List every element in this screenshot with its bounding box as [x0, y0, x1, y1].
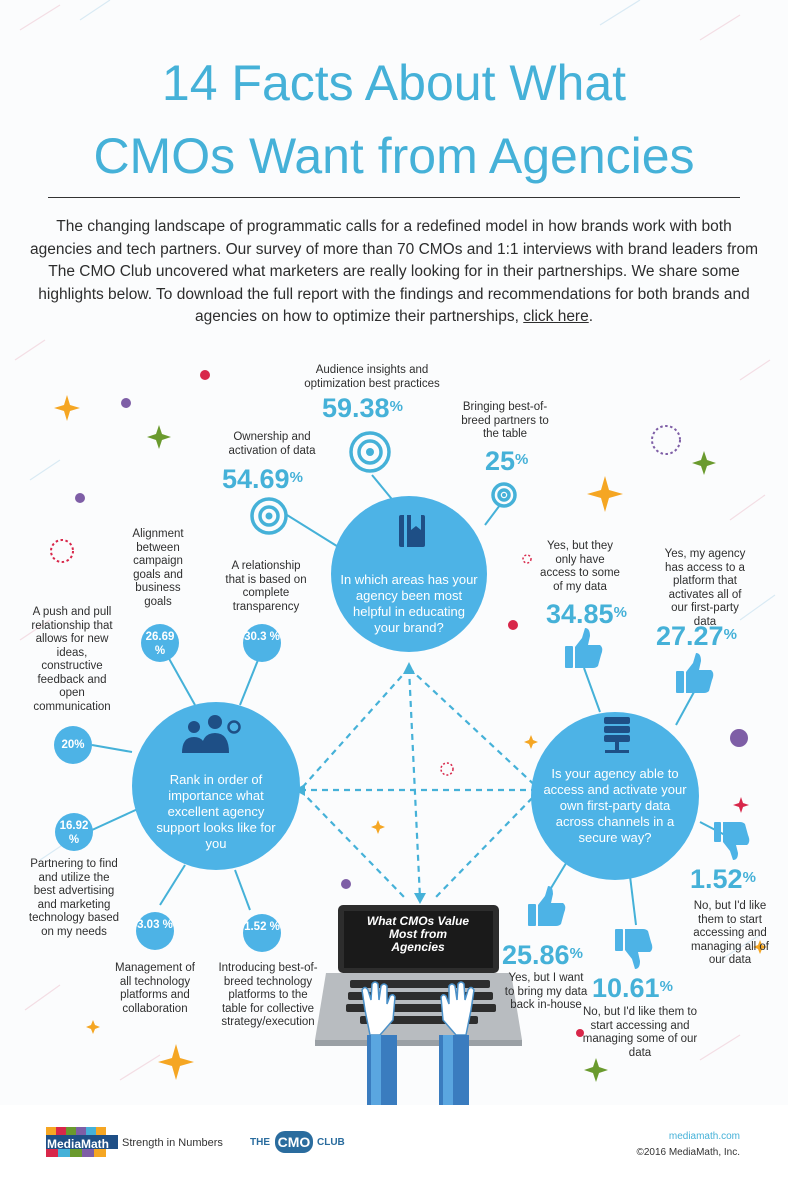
intro-paragraph: The changing landscape of programmatic c… [28, 216, 760, 329]
rank-label-transparency: A relationship that is based on complete… [225, 560, 307, 613]
rank-label-alignment: Alignment between campaign goals and bus… [132, 528, 184, 608]
intro-text: The changing landscape of programmatic c… [30, 218, 758, 325]
rank-value-alignment: 26.69 % [145, 631, 175, 657]
data-label-all: Yes, my agency has access to a platform … [664, 548, 746, 628]
education-label-partners: Bringing best-of-breed partners to the t… [461, 401, 549, 440]
rank-value-partnering: 16.92 % [59, 820, 89, 846]
rank-value-introducing: 1.52 % [244, 921, 280, 933]
data-value-some: 34.85% [546, 599, 627, 629]
rank-label-management: Management of all technology platforms a… [115, 962, 195, 1015]
education-question: In which areas has your agency been most… [340, 572, 478, 635]
data-label-no-all: No, but I'd like them to start accessing… [691, 900, 769, 966]
page-title-line2: CMOs Want from Agencies [93, 128, 695, 184]
data-label-in-house: Yes, but I want to bring my data back in… [504, 972, 588, 1011]
education-value-partners: 25% [485, 446, 529, 476]
data-value-all: 27.27% [656, 621, 737, 651]
cmo-club-name: CLUB [317, 1137, 345, 1148]
rank-label-partnering: Partnering to find and utilize the best … [28, 858, 120, 938]
laptop-screen-text: What CMOs Value Most from Agencies [366, 914, 470, 954]
data-value-in-house: 25.86% [502, 940, 583, 970]
education-value-ownership: 54.69% [222, 464, 303, 494]
rank-value-transparency: 30.3 % [244, 631, 280, 643]
mediamath-tagline: Strength in Numbers [122, 1137, 223, 1149]
data-value-no-some: 10.61% [592, 973, 673, 1003]
data-label-some: Yes, but they only have access to some o… [540, 540, 620, 593]
rank-label-introducing: Introducing best-of-breed technology pla… [218, 962, 318, 1028]
website-link[interactable]: mediamath.com [668, 1131, 740, 1142]
data-label-no-some: No, but I'd like them to start accessing… [582, 1006, 698, 1059]
data-question: Is your agency able to access and activa… [543, 766, 687, 845]
education-label-audience: Audience insights and optimization best … [304, 364, 440, 390]
background-graphics [14, 0, 776, 1105]
title-divider [48, 197, 740, 198]
education-value-audience: 59.38% [322, 393, 403, 423]
rank-label-push-pull: A push and pull relationship that allows… [31, 606, 113, 713]
cmo-club-the: THE [250, 1137, 270, 1148]
footer: MediaMath Strength in Numbers THE CMO CL… [0, 1105, 788, 1181]
rank-value-management: 3.03 % [137, 919, 173, 931]
copyright: ©2016 MediaMath, Inc. [636, 1147, 740, 1158]
education-label-ownership: Ownership and activation of data [228, 431, 316, 457]
download-report-link[interactable]: click here [523, 308, 589, 325]
rank-question: Rank in order of importance what excelle… [156, 772, 276, 851]
data-value-no-all: 1.52% [690, 864, 756, 894]
intro-end: . [588, 308, 594, 325]
mediamath-logo [46, 1127, 118, 1157]
rank-value-push-pull: 20% [61, 739, 85, 751]
page-title-line1: 14 Facts About What [161, 55, 627, 111]
mediamath-name: MediaMath [47, 1137, 110, 1151]
cmo-club-badge: CMO [275, 1131, 313, 1153]
